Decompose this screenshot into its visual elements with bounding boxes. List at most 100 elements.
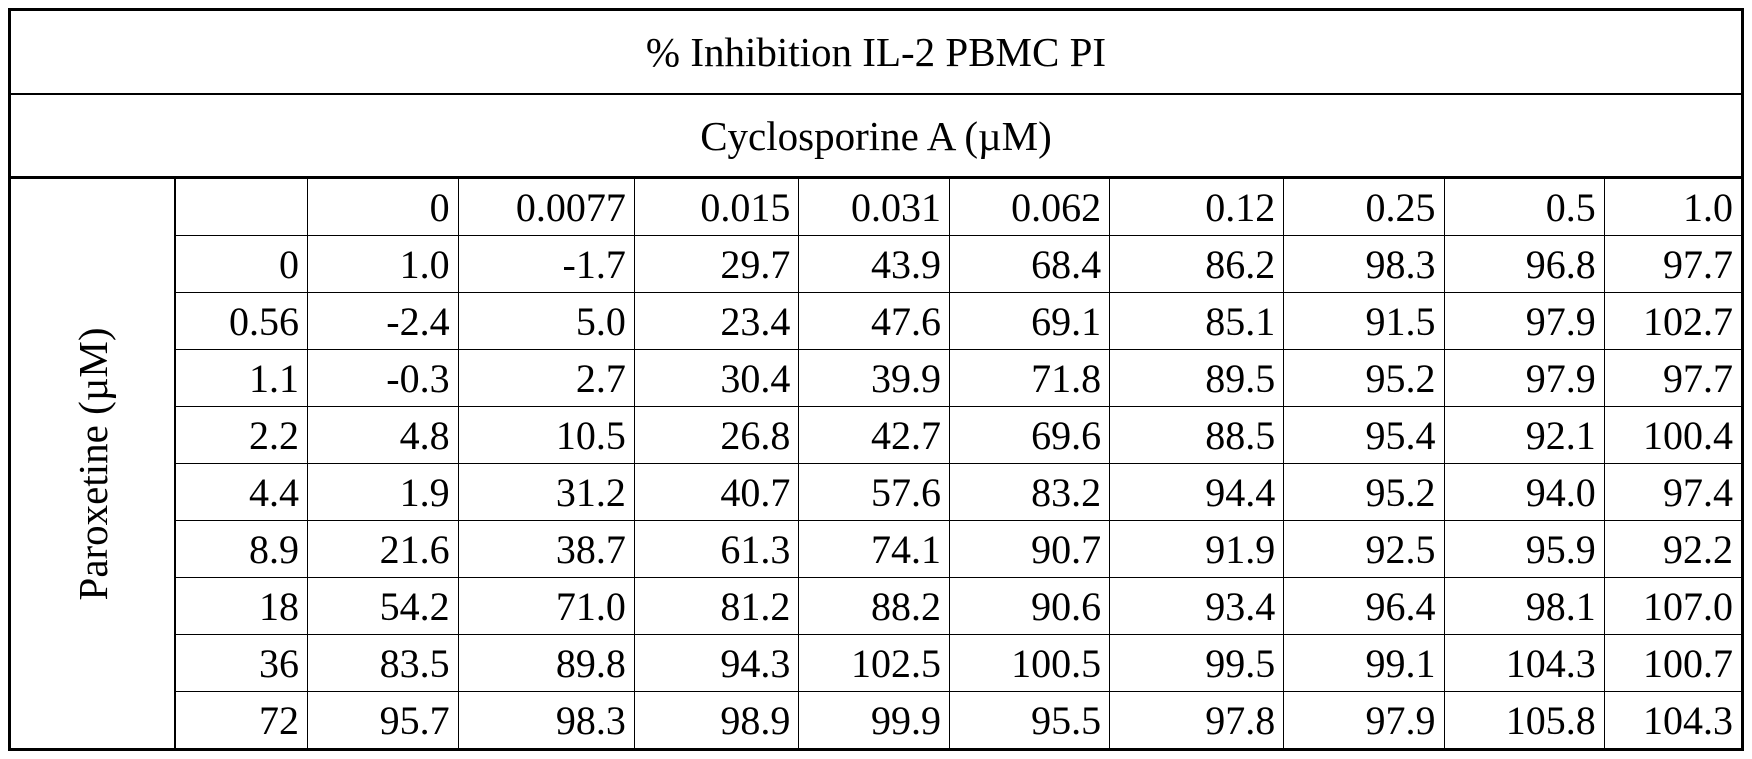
row-header: 36 <box>174 635 308 692</box>
table-cell: 10.5 <box>458 407 634 464</box>
table-cell: 102.7 <box>1604 293 1741 350</box>
inhibition-table: % Inhibition IL-2 PBMC PI Cyclosporine A… <box>8 8 1744 751</box>
table-cell: 97.7 <box>1604 350 1741 407</box>
table-row: 3683.589.894.3102.5100.599.599.1104.3100… <box>174 635 1741 692</box>
table-cell: 94.3 <box>634 635 798 692</box>
table-cell: 68.4 <box>949 236 1109 293</box>
table-cell: 90.7 <box>949 521 1109 578</box>
table-cell: 69.1 <box>949 293 1109 350</box>
table-cell: 100.5 <box>949 635 1109 692</box>
table-cell: 91.5 <box>1284 293 1444 350</box>
column-header: 0.015 <box>634 179 798 236</box>
column-header: 0.5 <box>1444 179 1604 236</box>
table-cell: 94.4 <box>1110 464 1284 521</box>
table-cell: 99.5 <box>1110 635 1284 692</box>
table-cell: 91.9 <box>1110 521 1284 578</box>
table-cell: 1.9 <box>308 464 459 521</box>
row-header: 18 <box>174 578 308 635</box>
row-header: 1.1 <box>174 350 308 407</box>
table-cell: 100.7 <box>1604 635 1741 692</box>
table-cell: 100.4 <box>1604 407 1741 464</box>
row-header: 2.2 <box>174 407 308 464</box>
table-cell: 96.8 <box>1444 236 1604 293</box>
table-cell: 90.6 <box>949 578 1109 635</box>
table-cell: 92.2 <box>1604 521 1741 578</box>
table-cell: 89.5 <box>1110 350 1284 407</box>
table-cell: 42.7 <box>799 407 950 464</box>
table-row: 4.41.931.240.757.683.294.495.294.097.4 <box>174 464 1741 521</box>
table-cell: 88.5 <box>1110 407 1284 464</box>
table-cell: 83.5 <box>308 635 459 692</box>
table-cell: -2.4 <box>308 293 459 350</box>
row-group-label-cell: Paroxetine (µM) <box>11 179 176 748</box>
table-cell: 5.0 <box>458 293 634 350</box>
table-cell: 92.5 <box>1284 521 1444 578</box>
table-cell: 105.8 <box>1444 692 1604 749</box>
table-cell: 97.9 <box>1444 350 1604 407</box>
table-cell: 71.0 <box>458 578 634 635</box>
table-cell: 98.3 <box>458 692 634 749</box>
table-cell: 95.4 <box>1284 407 1444 464</box>
table-cell: 89.8 <box>458 635 634 692</box>
table-cell: 71.8 <box>949 350 1109 407</box>
table-cell: 30.4 <box>634 350 798 407</box>
table-cell: 104.3 <box>1604 692 1741 749</box>
table-cell: 96.4 <box>1284 578 1444 635</box>
table-row: 7295.798.398.999.995.597.897.9105.8104.3 <box>174 692 1741 749</box>
table-cell: 61.3 <box>634 521 798 578</box>
table-cell: 26.8 <box>634 407 798 464</box>
column-header: 0.031 <box>799 179 950 236</box>
column-header: 1.0 <box>1604 179 1741 236</box>
table-row: 0.56-2.45.023.447.669.185.191.597.9102.7 <box>174 293 1741 350</box>
table-cell: 74.1 <box>799 521 950 578</box>
table-cell: 21.6 <box>308 521 459 578</box>
table-cell: 39.9 <box>799 350 950 407</box>
column-group-label: Cyclosporine A (µM) <box>11 95 1741 179</box>
table-cell: 47.6 <box>799 293 950 350</box>
table-cell: 102.5 <box>799 635 950 692</box>
table-cell: 54.2 <box>308 578 459 635</box>
table-row: 8.921.638.761.374.190.791.992.595.992.2 <box>174 521 1741 578</box>
table-cell: 97.4 <box>1604 464 1741 521</box>
table-cell: 97.9 <box>1444 293 1604 350</box>
row-header: 4.4 <box>174 464 308 521</box>
table-title: % Inhibition IL-2 PBMC PI <box>11 11 1741 95</box>
table-cell: 69.6 <box>949 407 1109 464</box>
table-cell: 98.3 <box>1284 236 1444 293</box>
table-cell: 57.6 <box>799 464 950 521</box>
table-cell: 85.1 <box>1110 293 1284 350</box>
table-cell: 1.0 <box>308 236 459 293</box>
table-cell: 95.2 <box>1284 464 1444 521</box>
row-header: 72 <box>174 692 308 749</box>
table-cell: 95.5 <box>949 692 1109 749</box>
column-header: 0.25 <box>1284 179 1444 236</box>
table-cell: 4.8 <box>308 407 459 464</box>
table-cell: 81.2 <box>634 578 798 635</box>
row-group-label: Paroxetine (µM) <box>69 327 117 600</box>
table-row: 2.24.810.526.842.769.688.595.492.1100.4 <box>174 407 1741 464</box>
corner-cell <box>174 179 308 236</box>
row-header: 8.9 <box>174 521 308 578</box>
table-cell: 92.1 <box>1444 407 1604 464</box>
column-header: 0.12 <box>1110 179 1284 236</box>
table-cell: 94.0 <box>1444 464 1604 521</box>
column-header: 0.062 <box>949 179 1109 236</box>
table-cell: 98.1 <box>1444 578 1604 635</box>
table-cell: 43.9 <box>799 236 950 293</box>
row-header: 0.56 <box>174 293 308 350</box>
table-cell: 95.2 <box>1284 350 1444 407</box>
table-cell: 2.7 <box>458 350 634 407</box>
table-cell: 97.7 <box>1604 236 1741 293</box>
table-cell: -1.7 <box>458 236 634 293</box>
table-cell: 23.4 <box>634 293 798 350</box>
table-cell: 93.4 <box>1110 578 1284 635</box>
table-cell: 104.3 <box>1444 635 1604 692</box>
table-cell: 40.7 <box>634 464 798 521</box>
table-cell: 83.2 <box>949 464 1109 521</box>
column-header: 0 <box>308 179 459 236</box>
row-header: 0 <box>174 236 308 293</box>
table-cell: 86.2 <box>1110 236 1284 293</box>
table-cell: 98.9 <box>634 692 798 749</box>
table-row: 1854.271.081.288.290.693.496.498.1107.0 <box>174 578 1741 635</box>
table-row: 1.1-0.32.730.439.971.889.595.297.997.7 <box>174 350 1741 407</box>
